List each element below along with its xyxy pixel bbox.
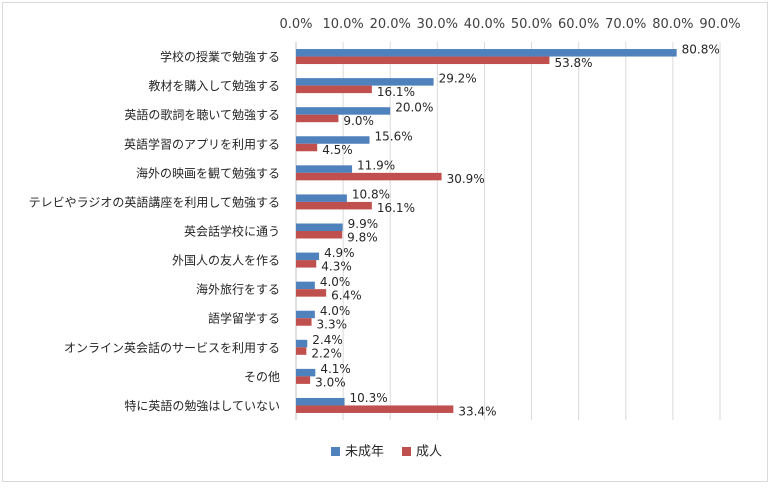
- category-label: オンライン英会話のサービスを利用する: [64, 340, 280, 355]
- data-label: 2.4%: [312, 333, 343, 347]
- bar-adult: [296, 318, 312, 326]
- x-tick-label: 80.0%: [652, 17, 693, 32]
- bar-minor: [296, 194, 347, 202]
- data-label: 20.0%: [395, 100, 433, 114]
- bar-minor: [296, 281, 315, 290]
- category-label: 語学留学する: [208, 311, 280, 326]
- data-label: 29.2%: [439, 71, 477, 85]
- x-tick-label: 60.0%: [558, 17, 599, 32]
- data-label: 4.0%: [320, 304, 351, 318]
- bar-minor: [296, 397, 345, 406]
- x-tick-label: 40.0%: [464, 17, 505, 32]
- bar-minor: [296, 49, 677, 57]
- bar-adult: [296, 260, 317, 268]
- data-label: 3.0%: [315, 376, 346, 390]
- x-tick-label: 10.0%: [322, 17, 363, 32]
- bar-adult: [296, 201, 372, 210]
- bar-adult: [296, 143, 318, 152]
- category-label: 特に英語の勉強はしていない: [124, 398, 280, 413]
- legend-swatch: [402, 447, 411, 456]
- data-labels: 80.8%29.2%20.0%15.6%11.9%10.8%9.9%4.9%4.…: [311, 42, 719, 418]
- category-label: 海外の映画を観て勉強する: [136, 165, 280, 180]
- legend-label: 未成年: [345, 445, 384, 460]
- data-label: 2.2%: [311, 347, 342, 361]
- bar-minor: [296, 165, 353, 173]
- data-label: 33.4%: [458, 405, 496, 419]
- x-tick-label: 70.0%: [605, 17, 646, 32]
- data-label: 16.1%: [377, 201, 415, 215]
- bar-adult: [296, 114, 339, 123]
- data-label: 4.9%: [324, 246, 355, 260]
- x-tick-label: 20.0%: [370, 17, 411, 32]
- category-label: テレビやラジオの英語講座を利用して勉強する: [29, 194, 280, 209]
- data-label: 6.4%: [331, 288, 362, 302]
- data-label: 9.0%: [343, 114, 374, 128]
- category-label: 英語の歌詞を聴いて勉強する: [124, 107, 280, 122]
- data-label: 16.1%: [377, 85, 415, 99]
- data-label: 11.9%: [357, 159, 395, 173]
- bar-minor: [296, 136, 370, 144]
- category-label: 英語学習のアプリを利用する: [124, 136, 280, 151]
- data-label: 53.8%: [554, 56, 592, 70]
- data-label: 15.6%: [374, 130, 412, 144]
- legend-label: 成人: [416, 445, 442, 460]
- x-tick-label: 50.0%: [511, 17, 552, 32]
- bar-minor: [296, 252, 320, 261]
- bar-adult: [296, 172, 442, 181]
- legend-swatch: [331, 447, 340, 456]
- category-label: 教材を購入して勉強する: [148, 78, 280, 93]
- legend: 未成年 成人: [331, 445, 442, 460]
- x-axis-ticks: 0.0% 10.0% 20.0% 30.0% 40.0% 50.0% 60.0% 70.0% 8…: [279, 17, 740, 32]
- data-label: 9.9%: [348, 217, 379, 231]
- bar-minor: [296, 223, 343, 231]
- data-label: 10.3%: [350, 391, 388, 405]
- category-label: 海外旅行をする: [196, 282, 280, 297]
- category-label: その他: [244, 370, 280, 384]
- x-tick-label: 30.0%: [417, 17, 458, 32]
- bar-adult: [296, 376, 311, 384]
- data-label: 10.8%: [352, 188, 390, 202]
- category-label: 英会話学校に通う: [184, 224, 280, 239]
- data-label: 80.8%: [682, 42, 720, 56]
- category-label: 学校の授業で勉強する: [160, 49, 280, 64]
- data-label: 4.0%: [320, 275, 351, 289]
- data-label: 9.8%: [347, 230, 378, 244]
- x-tick-label: 90.0%: [699, 17, 740, 32]
- bar-adult: [296, 231, 343, 239]
- y-axis-categories: 学校の授業で勉強する教材を購入して勉強する英語の歌詞を聴いて勉強する英語学習のア…: [29, 49, 280, 413]
- bar-minor: [296, 107, 391, 115]
- bar-minor: [296, 339, 308, 348]
- bar-adult: [296, 56, 550, 65]
- data-label: 30.9%: [447, 172, 485, 186]
- bar-adult: [296, 85, 372, 94]
- bar-adult: [296, 289, 327, 297]
- data-label: 3.3%: [317, 317, 348, 331]
- bars: [296, 49, 677, 413]
- bar-minor: [296, 310, 315, 319]
- category-label: 外国人の友人を作る: [172, 254, 280, 268]
- gridlines: [295, 42, 721, 420]
- bar-adult: [296, 347, 307, 355]
- bar-adult: [296, 405, 454, 413]
- data-label: 4.1%: [320, 362, 351, 376]
- data-label: 4.5%: [322, 143, 353, 157]
- bar-minor: [296, 368, 316, 377]
- data-label: 4.3%: [321, 259, 352, 273]
- bar-minor: [296, 78, 434, 86]
- x-tick-label: 0.0%: [279, 17, 312, 32]
